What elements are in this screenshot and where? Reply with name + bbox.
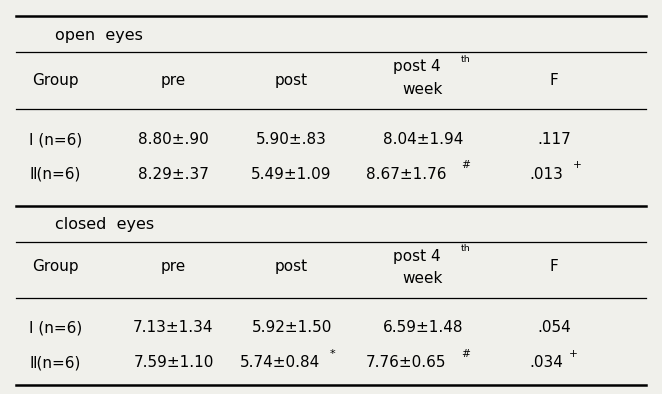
Text: 5.49±1.09: 5.49±1.09 xyxy=(252,167,332,182)
Text: #: # xyxy=(461,160,470,170)
Text: th: th xyxy=(460,55,470,63)
Text: week: week xyxy=(402,82,443,97)
Text: Ⅱ(n=6): Ⅱ(n=6) xyxy=(30,355,81,370)
Text: .034: .034 xyxy=(530,355,563,370)
Text: closed  eyes: closed eyes xyxy=(56,217,154,232)
Text: Group: Group xyxy=(32,73,79,88)
Text: 7.13±1.34: 7.13±1.34 xyxy=(133,320,214,335)
Text: week: week xyxy=(402,271,443,286)
Text: .054: .054 xyxy=(538,320,571,335)
Text: 5.92±1.50: 5.92±1.50 xyxy=(252,320,332,335)
Text: 7.76±0.65: 7.76±0.65 xyxy=(366,355,447,370)
Text: pre: pre xyxy=(161,259,186,274)
Text: .117: .117 xyxy=(538,132,571,147)
Text: Group: Group xyxy=(32,259,79,274)
Text: I (n=6): I (n=6) xyxy=(28,132,82,147)
Text: 8.67±1.76: 8.67±1.76 xyxy=(366,167,447,182)
Text: 8.80±.90: 8.80±.90 xyxy=(138,132,209,147)
Text: post 4: post 4 xyxy=(393,59,440,74)
Text: open  eyes: open eyes xyxy=(56,28,143,43)
Text: pre: pre xyxy=(161,73,186,88)
Text: 6.59±1.48: 6.59±1.48 xyxy=(383,320,463,335)
Text: .013: .013 xyxy=(530,167,563,182)
Text: Ⅱ(n=6): Ⅱ(n=6) xyxy=(30,167,81,182)
Text: +: + xyxy=(569,349,577,359)
Text: F: F xyxy=(550,73,559,88)
Text: I (n=6): I (n=6) xyxy=(28,320,82,335)
Text: 7.59±1.10: 7.59±1.10 xyxy=(133,355,214,370)
Text: 5.90±.83: 5.90±.83 xyxy=(256,132,327,147)
Text: #: # xyxy=(461,349,470,359)
Text: F: F xyxy=(550,259,559,274)
Text: post: post xyxy=(275,73,308,88)
Text: *: * xyxy=(330,349,336,359)
Text: 8.04±1.94: 8.04±1.94 xyxy=(383,132,463,147)
Text: post 4: post 4 xyxy=(393,249,440,264)
Text: +: + xyxy=(573,160,581,170)
Text: 8.29±.37: 8.29±.37 xyxy=(138,167,209,182)
Text: th: th xyxy=(460,244,470,253)
Text: 5.74±0.84: 5.74±0.84 xyxy=(240,355,320,370)
Text: post: post xyxy=(275,259,308,274)
